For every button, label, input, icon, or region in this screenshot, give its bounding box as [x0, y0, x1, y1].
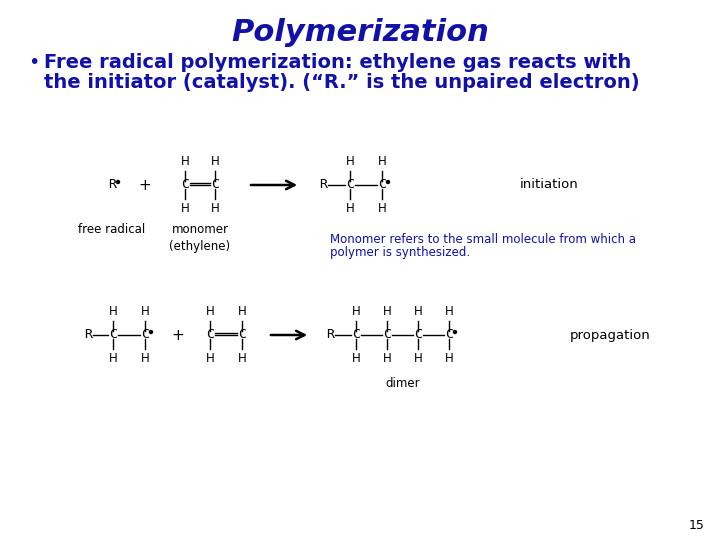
Text: the initiator (catalyst). (“R.” is the unpaired electron): the initiator (catalyst). (“R.” is the u… — [44, 73, 639, 92]
Text: H: H — [377, 202, 387, 215]
Text: H: H — [109, 305, 117, 318]
Text: H: H — [206, 305, 215, 318]
Text: H: H — [181, 155, 189, 168]
Text: H: H — [346, 202, 354, 215]
Text: H: H — [382, 305, 392, 318]
Text: free radical: free radical — [78, 223, 145, 236]
Text: C: C — [378, 179, 386, 192]
Text: H: H — [351, 352, 361, 365]
Text: C: C — [141, 328, 149, 341]
Text: C: C — [181, 179, 189, 192]
Text: H: H — [413, 305, 423, 318]
Text: C: C — [346, 179, 354, 192]
Text: 15: 15 — [689, 519, 705, 532]
Circle shape — [387, 180, 390, 184]
Text: Free radical polymerization: ethylene gas reacts with: Free radical polymerization: ethylene ga… — [44, 53, 631, 72]
Text: monomer
(ethylene): monomer (ethylene) — [169, 223, 230, 253]
Text: H: H — [140, 305, 149, 318]
Text: C: C — [445, 328, 453, 341]
Text: H: H — [238, 305, 246, 318]
Text: •: • — [28, 53, 40, 72]
Text: initiation: initiation — [520, 179, 579, 192]
Text: H: H — [140, 352, 149, 365]
Text: dimer: dimer — [385, 377, 420, 390]
Text: Monomer refers to the small molecule from which a: Monomer refers to the small molecule fro… — [330, 233, 636, 246]
Text: C: C — [238, 328, 246, 341]
Text: C: C — [383, 328, 391, 341]
Text: H: H — [181, 202, 189, 215]
Circle shape — [454, 330, 456, 334]
Text: C: C — [206, 328, 214, 341]
Text: R: R — [108, 179, 116, 192]
Text: H: H — [109, 352, 117, 365]
Text: R: R — [326, 328, 334, 341]
Text: H: H — [382, 352, 392, 365]
Text: H: H — [445, 352, 454, 365]
Text: H: H — [211, 155, 220, 168]
Text: C: C — [211, 179, 219, 192]
Text: H: H — [445, 305, 454, 318]
Text: C: C — [352, 328, 360, 341]
Text: +: + — [139, 178, 151, 192]
Text: polymer is synthesized.: polymer is synthesized. — [330, 246, 470, 259]
Text: H: H — [206, 352, 215, 365]
Circle shape — [150, 330, 153, 334]
Text: H: H — [377, 155, 387, 168]
Text: C: C — [414, 328, 422, 341]
Text: H: H — [238, 352, 246, 365]
Text: R: R — [319, 179, 327, 192]
Text: +: + — [171, 327, 184, 342]
Text: H: H — [211, 202, 220, 215]
Circle shape — [117, 180, 120, 184]
Text: propagation: propagation — [570, 328, 651, 341]
Text: H: H — [346, 155, 354, 168]
Text: H: H — [351, 305, 361, 318]
Text: R: R — [84, 328, 92, 341]
Text: C: C — [109, 328, 117, 341]
Text: H: H — [413, 352, 423, 365]
Text: Polymerization: Polymerization — [231, 18, 489, 47]
